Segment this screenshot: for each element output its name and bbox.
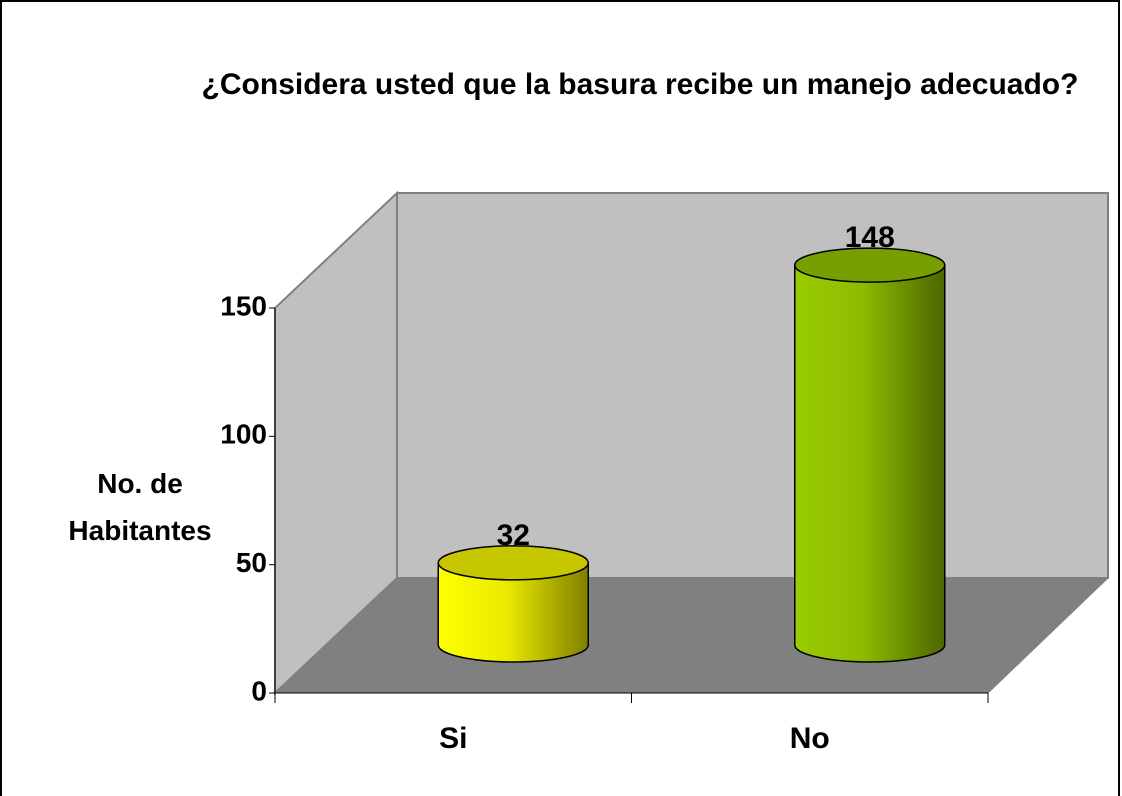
y-tick-label: 150 <box>220 290 267 321</box>
cylinder-bar <box>437 545 589 663</box>
value-label: 148 <box>845 221 895 254</box>
cylinder-top-shade <box>438 545 589 580</box>
cylinder-bar <box>794 247 946 663</box>
y-tick-label: 100 <box>220 419 267 450</box>
floor <box>273 577 1110 694</box>
value-label: 32 <box>497 519 530 552</box>
y-tick-label: 0 <box>251 675 267 706</box>
x-tick-label: No <box>790 722 830 755</box>
cylinder-top <box>794 247 946 283</box>
cylinder-shade <box>437 562 589 663</box>
cylinder-shade <box>794 264 946 663</box>
cylinder-top <box>437 545 589 581</box>
y-tick-label: 50 <box>236 547 267 578</box>
title-box: ¿Considera usted que la basura recibe un… <box>201 68 1079 101</box>
chart-title: ¿Considera usted que la basura recibe un… <box>201 68 1079 101</box>
x-tick-label: Si <box>439 722 467 755</box>
y-axis-label: No. de Habitantes <box>68 468 212 546</box>
y-label-box: No. de Habitantes <box>68 468 212 546</box>
cylinder-top-shade <box>794 248 945 283</box>
